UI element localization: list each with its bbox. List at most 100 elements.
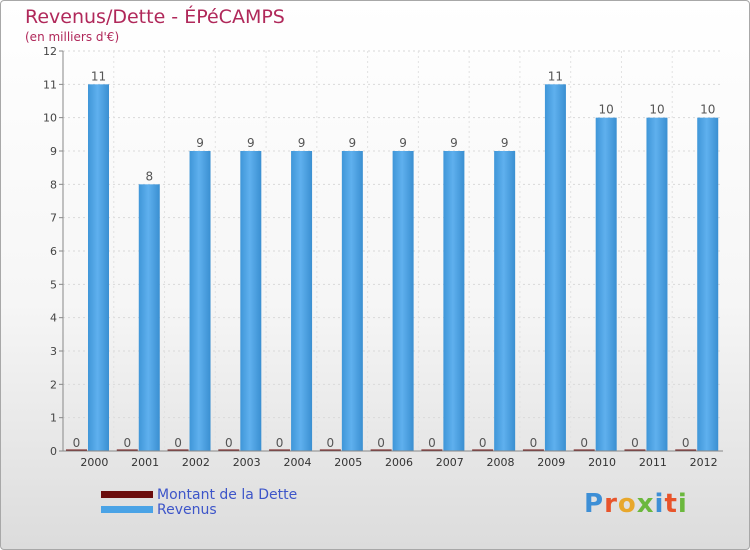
debt-bar xyxy=(269,449,291,451)
y-tick-label: 5 xyxy=(50,278,57,291)
logo-letter: x xyxy=(636,489,655,519)
x-tick-label: 2000 xyxy=(80,456,108,469)
revenue-bar xyxy=(392,151,414,451)
revenue-bar xyxy=(341,151,363,451)
debt-value-label: 0 xyxy=(631,436,639,450)
legend-label-revenue: Revenus xyxy=(157,501,217,518)
legend-swatch-revenue xyxy=(101,506,153,513)
revenue-value-label: 9 xyxy=(247,136,255,150)
legend-item-debt: Montant de la Dette xyxy=(101,486,298,503)
debt-bar xyxy=(218,449,240,451)
logo-letter: P xyxy=(584,489,605,519)
x-tick-label: 2007 xyxy=(436,456,464,469)
y-tick-label: 10 xyxy=(43,112,57,125)
debt-bar xyxy=(624,449,646,451)
revenue-value-label: 9 xyxy=(501,136,509,150)
logo-letter: o xyxy=(617,489,637,519)
x-tick-label: 2011 xyxy=(639,456,667,469)
debt-value-label: 0 xyxy=(174,436,182,450)
revenue-bar xyxy=(646,117,668,452)
debt-value-label: 0 xyxy=(73,436,81,450)
legend-label-debt: Montant de la Dette xyxy=(157,486,298,503)
revenue-value-label: 10 xyxy=(649,103,664,117)
x-tick-label: 2002 xyxy=(182,456,210,469)
y-tick-label: 12 xyxy=(43,45,57,58)
debt-bar xyxy=(167,449,189,451)
revenue-bar xyxy=(595,117,617,452)
debt-value-label: 0 xyxy=(428,436,436,450)
y-tick-label: 1 xyxy=(50,412,57,425)
debt-bar xyxy=(116,449,138,451)
debt-bar xyxy=(522,449,544,451)
debt-bar xyxy=(421,449,443,451)
revenue-bar xyxy=(291,151,313,451)
x-tick-label: 2005 xyxy=(334,456,362,469)
debt-bar xyxy=(66,449,87,451)
y-tick-label: 9 xyxy=(50,145,57,158)
debt-value-label: 0 xyxy=(530,436,538,450)
y-tick-label: 11 xyxy=(43,78,57,91)
logo-letter: r xyxy=(604,489,618,519)
revenue-value-label: 10 xyxy=(700,103,715,117)
revenue-value-label: 9 xyxy=(298,136,306,150)
y-tick-label: 7 xyxy=(50,212,57,225)
debt-value-label: 0 xyxy=(682,436,690,450)
x-tick-label: 2001 xyxy=(131,456,159,469)
debt-bar xyxy=(319,449,341,451)
debt-bar xyxy=(370,449,392,451)
x-tick-label: 2012 xyxy=(690,456,718,469)
revenue-bar xyxy=(189,151,211,451)
x-tick-label: 2009 xyxy=(537,456,565,469)
x-tick-label: 2003 xyxy=(233,456,261,469)
legend-swatch-debt xyxy=(101,491,153,498)
revenue-bar xyxy=(240,151,262,451)
debt-bar xyxy=(675,449,697,451)
revenue-bar xyxy=(443,151,465,451)
revenue-value-label: 9 xyxy=(349,136,357,150)
debt-value-label: 0 xyxy=(377,436,385,450)
labels-layer: 0123456789101112011200008200109200209200… xyxy=(43,45,718,469)
logo-letter: i xyxy=(654,489,665,519)
debt-bar xyxy=(573,449,595,451)
revenue-value-label: 11 xyxy=(548,69,563,83)
bars-layer xyxy=(66,84,719,452)
y-tick-label: 3 xyxy=(50,345,57,358)
revenue-bar xyxy=(697,117,719,452)
revenue-value-label: 8 xyxy=(145,169,153,183)
y-tick-label: 0 xyxy=(50,445,57,458)
revenue-value-label: 9 xyxy=(196,136,204,150)
revenue-value-label: 9 xyxy=(399,136,407,150)
y-tick-label: 2 xyxy=(50,378,57,391)
legend: Montant de la Dette Revenus xyxy=(101,486,298,518)
debt-value-label: 0 xyxy=(225,436,233,450)
x-tick-label: 2004 xyxy=(283,456,311,469)
proxiti-logo: Proxiti xyxy=(584,489,688,519)
revenue-value-label: 10 xyxy=(599,103,614,117)
debt-bar xyxy=(472,449,494,451)
revenue-bar xyxy=(88,84,109,451)
revenue-bar xyxy=(544,84,566,451)
debt-value-label: 0 xyxy=(479,436,487,450)
chart-subtitle: (en milliers d'€) xyxy=(25,30,120,44)
logo-letter: t xyxy=(664,489,678,519)
revenue-bar xyxy=(138,184,160,452)
revenue-value-label: 9 xyxy=(450,136,458,150)
y-tick-label: 6 xyxy=(50,245,57,258)
debt-value-label: 0 xyxy=(123,436,131,450)
y-tick-label: 4 xyxy=(50,312,57,325)
x-tick-label: 2010 xyxy=(588,456,616,469)
axis-layer xyxy=(59,50,723,452)
x-tick-label: 2006 xyxy=(385,456,413,469)
debt-value-label: 0 xyxy=(327,436,335,450)
debt-value-label: 0 xyxy=(580,436,588,450)
chart-title: Revenus/Dette - ÉPéCAMPS xyxy=(25,6,285,28)
x-tick-label: 2008 xyxy=(487,456,515,469)
y-tick-label: 8 xyxy=(50,178,57,191)
logo-letter: i xyxy=(677,489,688,519)
legend-item-revenue: Revenus xyxy=(101,501,297,518)
debt-value-label: 0 xyxy=(276,436,284,450)
revenue-value-label: 11 xyxy=(91,69,106,83)
revenue-bar xyxy=(494,151,516,451)
